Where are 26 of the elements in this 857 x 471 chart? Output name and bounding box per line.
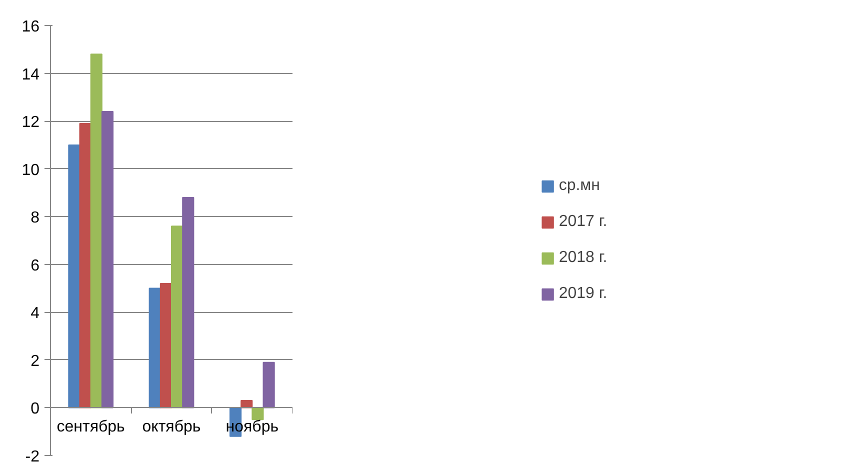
x-tick-label: октябрь bbox=[142, 418, 201, 436]
y-tick-label: 8 bbox=[30, 210, 40, 227]
y-tick-label: 4 bbox=[30, 305, 40, 322]
y-tick-label: -2 bbox=[25, 448, 40, 466]
legend-label: 2017 г. bbox=[558, 213, 608, 231]
bar bbox=[79, 122, 92, 408]
y-tick-label: 10 bbox=[22, 162, 40, 179]
bar bbox=[101, 111, 114, 408]
y-tick-label: 2 bbox=[30, 352, 40, 370]
bar bbox=[90, 54, 102, 408]
bar bbox=[160, 283, 172, 408]
legend-label: ср.мн bbox=[558, 177, 600, 195]
legend-label: 2018 г. bbox=[558, 249, 608, 267]
bar bbox=[182, 197, 194, 408]
y-tick-label: 0 bbox=[30, 400, 40, 418]
y-tick-label: 12 bbox=[22, 114, 40, 132]
legend-label: 2019 г. bbox=[558, 285, 608, 303]
y-tick-label: 14 bbox=[22, 66, 40, 84]
y-tick-label: 6 bbox=[30, 257, 40, 274]
bar bbox=[148, 288, 161, 408]
bar bbox=[252, 407, 264, 420]
bar bbox=[171, 226, 184, 408]
bar bbox=[68, 144, 80, 408]
y-tick-label: 16 bbox=[22, 18, 40, 36]
x-tick-label: сентябрь bbox=[56, 418, 125, 436]
bar bbox=[262, 362, 275, 408]
